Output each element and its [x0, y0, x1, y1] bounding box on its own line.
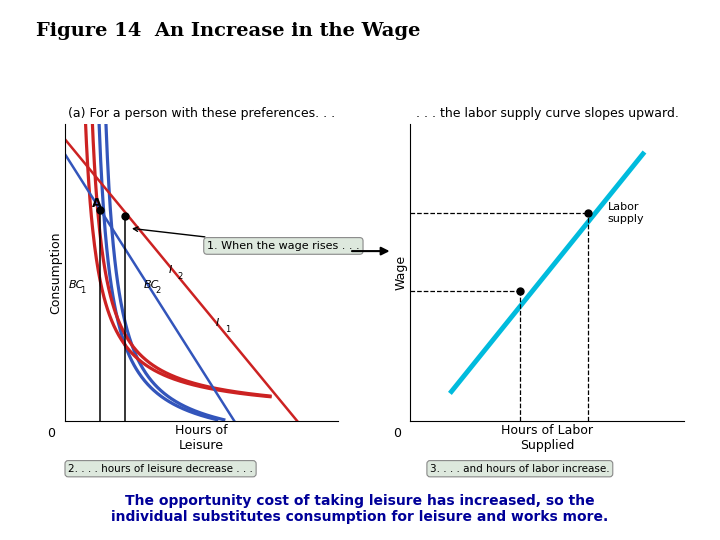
Text: Labor
supply: Labor supply	[608, 202, 644, 224]
X-axis label: Hours of Labor
Supplied: Hours of Labor Supplied	[501, 424, 593, 452]
X-axis label: Hours of
Leisure: Hours of Leisure	[175, 424, 228, 452]
Text: 0: 0	[392, 427, 401, 440]
Text: 3. . . . and hours of labor increase.: 3. . . . and hours of labor increase.	[430, 464, 610, 474]
Text: 1: 1	[225, 325, 230, 334]
Text: The opportunity cost of taking leisure has increased, so the
individual substitu: The opportunity cost of taking leisure h…	[112, 494, 608, 524]
Text: Figure 14  An Increase in the Wage: Figure 14 An Increase in the Wage	[36, 22, 420, 39]
Text: I: I	[215, 318, 219, 328]
Text: 2: 2	[155, 287, 161, 295]
Text: BC: BC	[69, 280, 84, 289]
Text: 2. . . . hours of leisure decrease . . .: 2. . . . hours of leisure decrease . . .	[68, 464, 253, 474]
Text: 1. When the wage rises . . .: 1. When the wage rises . . .	[133, 227, 360, 251]
Y-axis label: Consumption: Consumption	[49, 232, 62, 314]
Y-axis label: Wage: Wage	[395, 255, 408, 291]
Text: 2: 2	[177, 272, 182, 281]
Text: 1: 1	[80, 287, 85, 295]
Text: I: I	[168, 265, 172, 275]
Title: (a) For a person with these preferences. . .: (a) For a person with these preferences.…	[68, 107, 336, 120]
Text: A: A	[92, 197, 102, 211]
Title: . . . the labor supply curve slopes upward.: . . . the labor supply curve slopes upwa…	[415, 107, 679, 120]
Text: 0: 0	[47, 427, 55, 440]
Text: BC: BC	[144, 280, 160, 289]
